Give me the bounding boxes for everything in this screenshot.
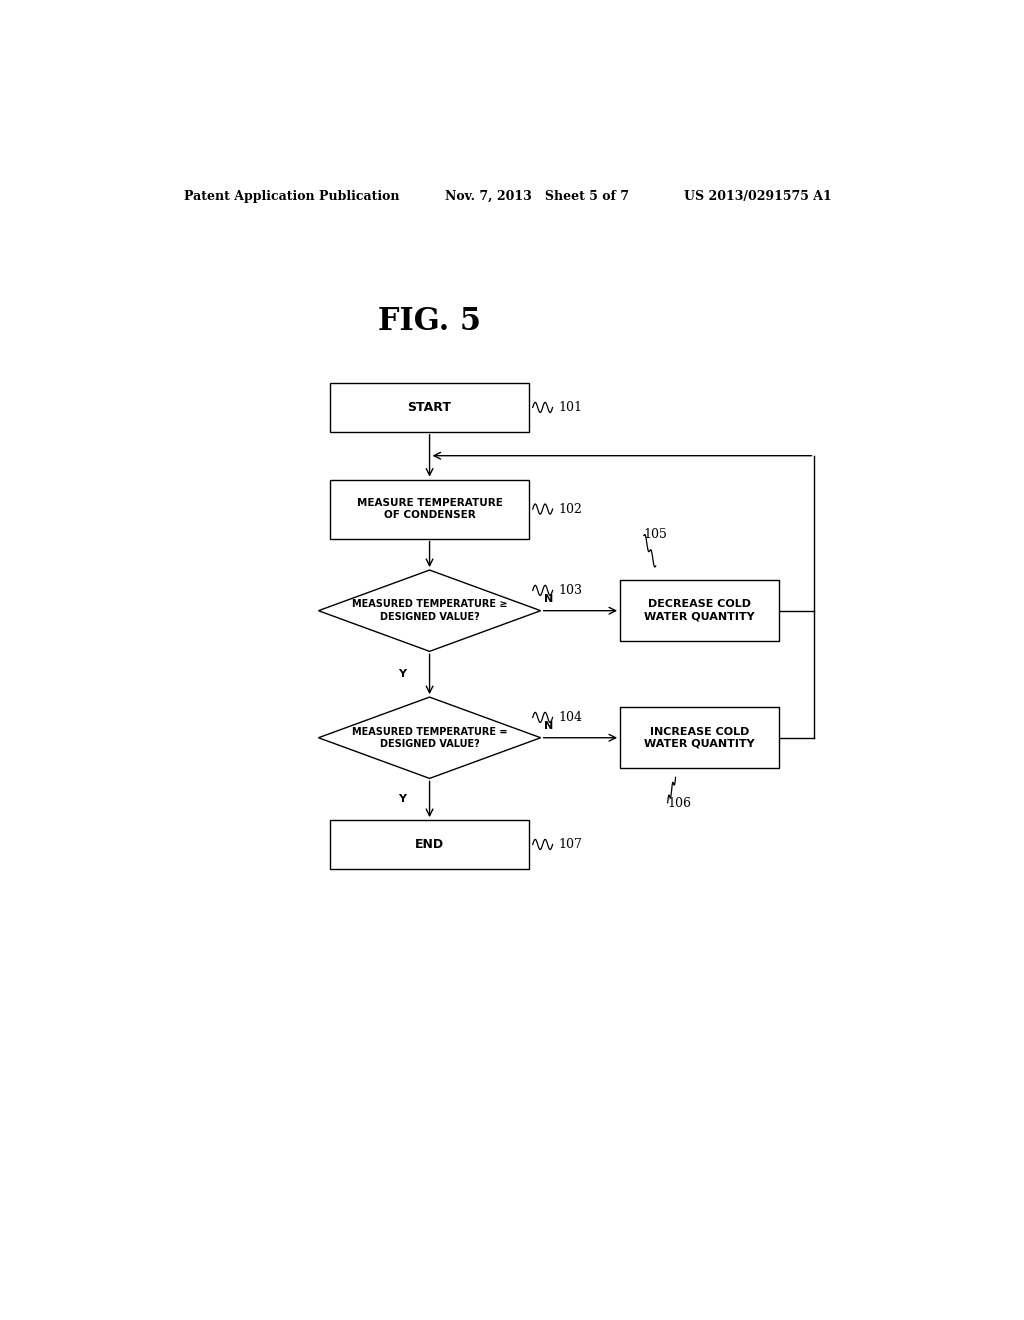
- Text: MEASURED TEMPERATURE ≥
DESIGNED VALUE?: MEASURED TEMPERATURE ≥ DESIGNED VALUE?: [352, 599, 507, 622]
- Text: INCREASE COLD
WATER QUANTITY: INCREASE COLD WATER QUANTITY: [644, 726, 755, 748]
- Text: N: N: [544, 721, 553, 730]
- FancyBboxPatch shape: [331, 479, 528, 539]
- FancyBboxPatch shape: [620, 581, 779, 642]
- Text: 105: 105: [644, 528, 668, 541]
- Text: END: END: [415, 838, 444, 851]
- Text: US 2013/0291575 A1: US 2013/0291575 A1: [684, 190, 831, 202]
- Text: FIG. 5: FIG. 5: [378, 305, 481, 337]
- Text: Y: Y: [397, 795, 406, 804]
- Text: 107: 107: [559, 838, 583, 851]
- Text: 101: 101: [559, 401, 583, 414]
- Text: 102: 102: [559, 503, 583, 516]
- Text: MEASURED TEMPERATURE =
DESIGNED VALUE?: MEASURED TEMPERATURE = DESIGNED VALUE?: [352, 726, 507, 748]
- FancyBboxPatch shape: [331, 820, 528, 869]
- FancyBboxPatch shape: [331, 383, 528, 432]
- Text: Y: Y: [397, 669, 406, 680]
- Text: 106: 106: [668, 797, 691, 810]
- Text: DECREASE COLD
WATER QUANTITY: DECREASE COLD WATER QUANTITY: [644, 599, 755, 622]
- Text: 104: 104: [559, 711, 583, 723]
- Polygon shape: [318, 570, 541, 651]
- Text: 103: 103: [559, 583, 583, 597]
- Text: START: START: [408, 401, 452, 414]
- Text: Patent Application Publication: Patent Application Publication: [183, 190, 399, 202]
- Polygon shape: [318, 697, 541, 779]
- Text: Nov. 7, 2013   Sheet 5 of 7: Nov. 7, 2013 Sheet 5 of 7: [445, 190, 630, 202]
- FancyBboxPatch shape: [620, 708, 779, 768]
- Text: MEASURE TEMPERATURE
OF CONDENSER: MEASURE TEMPERATURE OF CONDENSER: [356, 498, 503, 520]
- Text: N: N: [544, 594, 553, 603]
